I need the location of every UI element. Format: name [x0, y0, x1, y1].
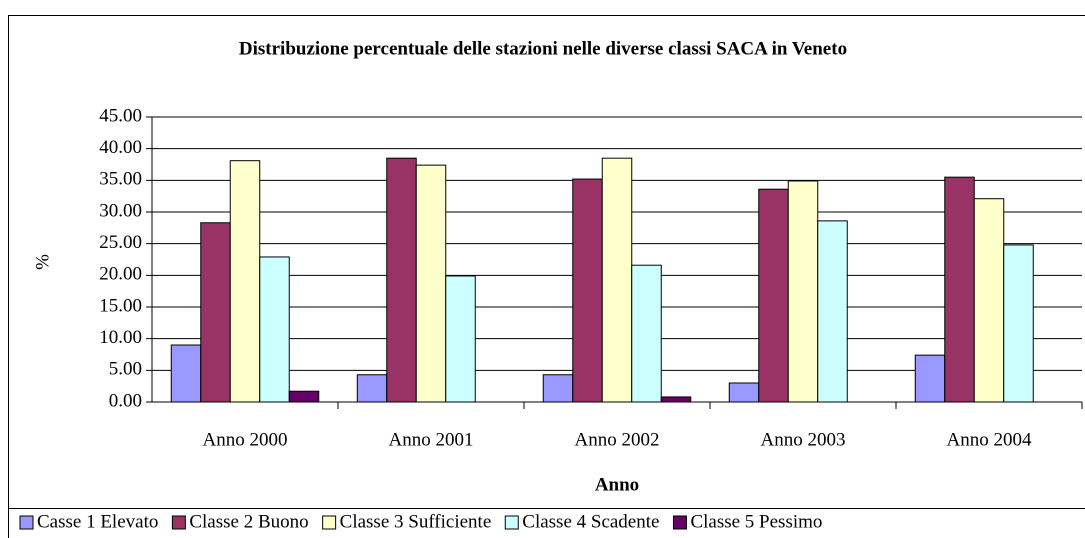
- x-tick-label: Anno 2004: [947, 429, 1032, 450]
- legend-label: Classe 3 Sufficiente: [340, 511, 492, 532]
- bar: [445, 275, 476, 403]
- legend-label: Classe 2 Buono: [189, 511, 308, 532]
- bar: [973, 198, 1005, 403]
- bar: [944, 176, 975, 403]
- x-tick-label: Anno 2002: [575, 429, 660, 450]
- y-tick-label: 35.00: [99, 169, 142, 190]
- y-tick-label: 10.00: [99, 327, 142, 348]
- bar: [601, 157, 633, 403]
- y-tick-label: 30.00: [99, 200, 142, 221]
- bar: [356, 374, 388, 403]
- bar: [415, 164, 447, 403]
- legend-swatch: [171, 515, 186, 530]
- chart-title: Distribuzione percentuale delle stazioni…: [239, 38, 847, 59]
- legend-box: [8, 508, 1085, 538]
- bar: [170, 344, 202, 403]
- x-axis-title: Anno: [595, 474, 639, 495]
- chart-frame: [8, 15, 1085, 538]
- bar: [728, 382, 760, 403]
- bar: [1003, 244, 1034, 403]
- bar: [631, 264, 662, 403]
- legend-swatch: [19, 515, 34, 530]
- bar: [542, 374, 574, 403]
- legend-label: Classe 5 Pessimo: [690, 511, 822, 532]
- y-tick-label: 25.00: [99, 232, 142, 253]
- bar: [572, 178, 603, 403]
- bar: [386, 157, 417, 403]
- y-tick-label: 5.00: [109, 359, 142, 380]
- bar: [914, 354, 946, 403]
- y-tick-label: 45.00: [99, 105, 142, 126]
- y-tick-label: 0.00: [109, 390, 142, 411]
- bar: [660, 396, 692, 403]
- legend-swatch: [672, 515, 687, 530]
- y-tick-label: 15.00: [99, 295, 142, 316]
- y-tick-label: 40.00: [99, 137, 142, 158]
- legend-swatch: [322, 515, 337, 530]
- x-tick-label: Anno 2001: [389, 429, 474, 450]
- bar: [288, 390, 320, 403]
- y-axis-title: %: [32, 254, 53, 270]
- y-tick-label: 20.00: [99, 264, 142, 285]
- bar: [200, 222, 231, 403]
- bar: [758, 188, 789, 403]
- legend-label: Classe 4 Scadente: [522, 511, 659, 532]
- bar: [817, 220, 848, 403]
- legend-label: Casse 1 Elevato: [37, 511, 158, 532]
- x-tick-label: Anno 2000: [203, 429, 288, 450]
- bar: [229, 160, 261, 403]
- bar: [787, 180, 819, 403]
- legend-swatch: [504, 515, 519, 530]
- x-tick-label: Anno 2003: [761, 429, 846, 450]
- bar: [259, 256, 290, 403]
